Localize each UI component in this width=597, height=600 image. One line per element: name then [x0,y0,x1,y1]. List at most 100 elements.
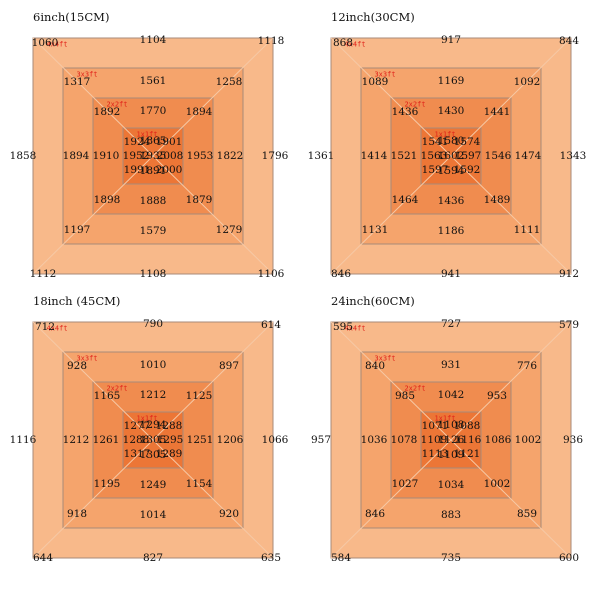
corner-reading: 1111 [513,223,541,236]
edge-reading: 1580 [437,134,465,147]
edge-reading: 1212 [139,388,167,401]
corner-reading: 1002 [483,477,511,490]
size-level-label: 1x1ft [434,414,456,423]
center-reading: 1935 [139,149,167,162]
corner-reading: 1898 [93,193,121,206]
corner-reading: 1027 [391,477,419,490]
panel-title: 6inch(15CM) [33,10,110,24]
edge-reading: 1579 [139,224,167,237]
size-level-label: 2x2ft [404,384,426,393]
center-reading: 1305 [139,433,167,446]
corner-reading: 918 [66,507,88,520]
corner-reading: 1279 [215,223,243,236]
corner-reading: 868 [332,36,354,49]
center-reading: 1126 [437,433,465,446]
corner-reading: 846 [330,267,352,280]
edge-reading: 1891 [139,164,167,177]
corner-reading: 1125 [185,389,213,402]
edge-reading: 1858 [9,149,37,162]
corner-reading: 1258 [215,75,243,88]
edge-reading: 1212 [62,433,90,446]
edge-reading: 1894 [62,149,90,162]
corner-reading: 1464 [391,193,419,206]
corner-reading: 1592 [453,163,481,176]
diagonal-line [330,321,572,559]
size-level-label: 2x2ft [404,100,426,109]
corner-reading: 1165 [93,389,121,402]
edge-reading: 1521 [390,149,418,162]
corner-reading: 614 [260,318,282,331]
corner-reading: 1289 [155,447,183,460]
edge-reading: 1865 [139,134,167,147]
corner-reading: 1195 [93,477,121,490]
corner-reading: 1892 [93,105,121,118]
size-level-label: 4x4ft [46,324,68,333]
corner-reading: 1901 [155,135,183,148]
edge-reading: 1294 [139,418,167,431]
corner-reading: 1088 [453,419,481,432]
corner-reading: 1154 [185,477,213,490]
edge-reading: 1108 [139,267,167,280]
diagonal-line [32,321,274,559]
corner-reading: 985 [394,389,416,402]
corner-reading: 1113 [421,447,449,460]
edge-reading: 1343 [559,149,587,162]
corner-reading: 635 [260,551,282,564]
edge-reading: 1474 [514,149,542,162]
corner-reading: 776 [516,359,538,372]
corner-reading: 1924 [123,135,151,148]
diagonal-line [330,37,572,275]
edge-reading: 727 [440,317,462,330]
size-level-label: 1x1ft [434,130,456,139]
size-level-label: 3x3ft [76,70,98,79]
edge-reading: 1109 [420,433,448,446]
edge-reading: 1002 [514,433,542,446]
size-level-label: 4x4ft [46,40,68,49]
corner-reading: 1489 [483,193,511,206]
edge-reading: 1361 [307,149,335,162]
corner-reading: 844 [558,34,580,47]
edge-reading: 790 [142,317,164,330]
edge-reading: 827 [142,551,164,564]
corner-reading: 928 [66,359,88,372]
edge-reading: 1206 [216,433,244,446]
edge-reading: 1034 [437,478,465,491]
center-reading: 1602 [437,149,465,162]
corner-reading: 712 [34,320,56,333]
corner-reading: 1112 [29,267,57,280]
edge-reading: 1288 [122,433,150,446]
edge-reading: 1014 [139,508,167,521]
corner-reading: 1106 [257,267,285,280]
edge-reading: 1597 [454,149,482,162]
corner-reading: 1197 [63,223,91,236]
corner-reading: 1894 [185,105,213,118]
edge-reading: 1169 [437,74,465,87]
corner-reading: 859 [516,507,538,520]
corner-reading: 912 [558,267,580,280]
corner-reading: 1436 [391,105,419,118]
edge-reading: 1109 [437,448,465,461]
edge-reading: 1953 [186,149,214,162]
size-level-label: 4x4ft [344,324,366,333]
edge-reading: 1261 [92,433,120,446]
edge-reading: 1888 [139,194,167,207]
edge-reading: 1249 [139,478,167,491]
edge-reading: 1036 [360,433,388,446]
edge-reading: 1251 [186,433,214,446]
edge-reading: 1770 [139,104,167,117]
size-level-label: 1x1ft [136,130,158,139]
panel-title: 24inch(60CM) [331,294,415,308]
edge-reading: 936 [562,433,584,446]
corner-reading: 1131 [361,223,389,236]
corner-reading: 1118 [257,34,285,47]
edge-reading: 1108 [437,418,465,431]
corner-reading: 840 [364,359,386,372]
edge-reading: 1295 [156,433,184,446]
edge-reading: 1086 [484,433,512,446]
corner-reading: 1317 [63,75,91,88]
size-level-label: 3x3ft [76,354,98,363]
edge-reading: 1414 [360,149,388,162]
edge-reading: 1066 [261,433,289,446]
corner-reading: 1277 [123,419,151,432]
